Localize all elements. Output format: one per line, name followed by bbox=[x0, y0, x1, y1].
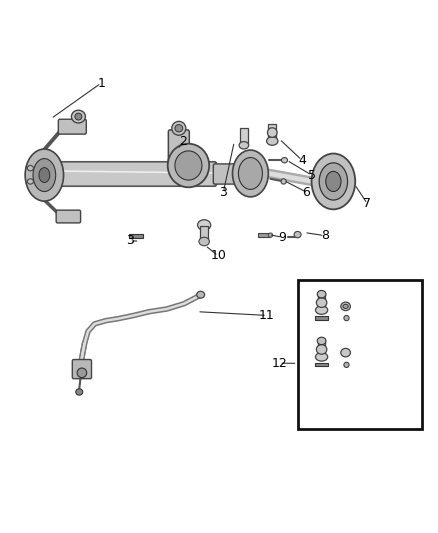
Bar bbox=[318, 294, 325, 310]
Bar bbox=[258, 233, 270, 237]
Bar bbox=[240, 128, 248, 144]
Ellipse shape bbox=[168, 144, 209, 187]
Ellipse shape bbox=[239, 142, 249, 149]
Ellipse shape bbox=[341, 302, 350, 311]
Ellipse shape bbox=[316, 298, 327, 308]
Bar bbox=[318, 341, 325, 357]
FancyBboxPatch shape bbox=[213, 164, 250, 184]
Text: 11: 11 bbox=[259, 309, 275, 322]
Text: 10: 10 bbox=[210, 249, 226, 262]
FancyBboxPatch shape bbox=[72, 360, 92, 378]
Ellipse shape bbox=[311, 154, 355, 209]
Ellipse shape bbox=[175, 151, 202, 180]
Text: 4: 4 bbox=[298, 154, 306, 167]
Ellipse shape bbox=[71, 110, 85, 123]
Text: 12: 12 bbox=[272, 357, 287, 370]
Ellipse shape bbox=[343, 304, 348, 309]
Ellipse shape bbox=[315, 306, 328, 314]
Ellipse shape bbox=[344, 316, 349, 321]
Ellipse shape bbox=[281, 179, 286, 184]
Ellipse shape bbox=[77, 368, 87, 377]
Bar bbox=[297, 280, 422, 429]
FancyBboxPatch shape bbox=[56, 210, 81, 223]
Ellipse shape bbox=[39, 167, 50, 182]
Bar bbox=[200, 225, 208, 243]
Ellipse shape bbox=[25, 149, 64, 201]
Ellipse shape bbox=[238, 158, 262, 189]
Ellipse shape bbox=[316, 345, 327, 354]
Ellipse shape bbox=[27, 179, 33, 184]
Text: 7: 7 bbox=[364, 197, 371, 211]
Text: 9: 9 bbox=[279, 231, 286, 244]
Bar bbox=[130, 233, 144, 238]
FancyBboxPatch shape bbox=[168, 130, 189, 168]
Ellipse shape bbox=[326, 171, 341, 191]
FancyBboxPatch shape bbox=[32, 162, 216, 186]
Ellipse shape bbox=[344, 362, 349, 368]
Text: 5: 5 bbox=[307, 168, 315, 182]
Bar bbox=[268, 124, 276, 141]
Ellipse shape bbox=[294, 231, 301, 238]
Ellipse shape bbox=[319, 163, 348, 200]
Ellipse shape bbox=[268, 128, 277, 138]
Ellipse shape bbox=[172, 122, 186, 135]
FancyBboxPatch shape bbox=[58, 119, 86, 134]
Ellipse shape bbox=[198, 220, 211, 230]
Text: 3: 3 bbox=[219, 185, 227, 199]
Ellipse shape bbox=[76, 389, 83, 395]
Ellipse shape bbox=[199, 237, 209, 246]
Bar bbox=[315, 363, 328, 367]
Ellipse shape bbox=[197, 291, 205, 298]
Ellipse shape bbox=[75, 113, 82, 120]
Text: 8: 8 bbox=[321, 229, 328, 242]
Text: 2: 2 bbox=[179, 134, 187, 148]
Ellipse shape bbox=[317, 337, 326, 345]
Ellipse shape bbox=[282, 158, 288, 163]
Ellipse shape bbox=[315, 353, 328, 361]
Ellipse shape bbox=[268, 233, 273, 237]
Ellipse shape bbox=[233, 150, 268, 197]
Ellipse shape bbox=[33, 159, 56, 191]
Ellipse shape bbox=[175, 125, 183, 132]
Bar bbox=[315, 316, 328, 320]
Text: 6: 6 bbox=[302, 185, 310, 199]
Ellipse shape bbox=[317, 290, 326, 298]
Ellipse shape bbox=[341, 349, 350, 357]
Ellipse shape bbox=[267, 137, 278, 146]
Text: 1: 1 bbox=[97, 77, 105, 90]
Text: 3: 3 bbox=[126, 235, 134, 247]
Ellipse shape bbox=[27, 165, 33, 171]
